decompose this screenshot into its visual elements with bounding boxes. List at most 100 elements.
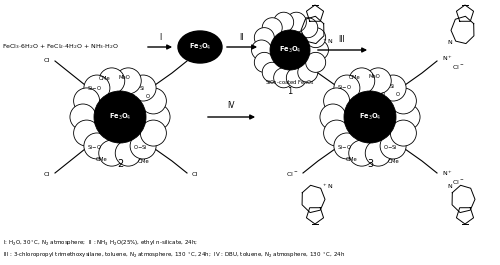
Circle shape (298, 62, 318, 82)
Circle shape (334, 75, 360, 101)
Circle shape (380, 133, 406, 159)
Text: O: O (360, 92, 364, 98)
Circle shape (254, 28, 274, 48)
Circle shape (140, 120, 166, 146)
Text: I: H$_2$O, 30$^\circ$C, N$_2$ atmosphere;  II : NH$_3$ H$_2$O(25%), ethyl n-sili: I: H$_2$O, 30$^\circ$C, N$_2$ atmosphere… (3, 238, 198, 248)
Circle shape (262, 18, 282, 38)
Circle shape (130, 75, 156, 101)
Text: OMe: OMe (388, 159, 400, 164)
Text: O: O (110, 92, 114, 98)
Circle shape (274, 68, 293, 88)
Text: Cl: Cl (192, 56, 198, 61)
Text: IV: IV (227, 101, 235, 110)
Circle shape (70, 104, 96, 130)
Text: Si$-$O: Si$-$O (337, 143, 352, 151)
Text: O$-$Si: O$-$Si (133, 143, 148, 151)
Circle shape (349, 140, 375, 166)
Circle shape (286, 68, 306, 88)
Text: OMe: OMe (96, 157, 108, 162)
Circle shape (270, 30, 310, 70)
Text: Si: Si (390, 85, 395, 90)
Text: $^+$N: $^+$N (322, 38, 334, 46)
Text: III: III (338, 35, 345, 44)
Text: Si$-$O: Si$-$O (87, 143, 102, 151)
Text: Fe$_3$O$_4$: Fe$_3$O$_4$ (358, 112, 382, 122)
Text: Cl: Cl (192, 171, 198, 176)
Circle shape (390, 88, 416, 114)
Circle shape (252, 40, 272, 60)
Circle shape (324, 120, 349, 146)
Text: 2: 2 (117, 159, 123, 169)
Text: Cl: Cl (44, 58, 50, 63)
Text: O: O (396, 92, 400, 98)
Text: Cl: Cl (44, 171, 50, 176)
Circle shape (254, 52, 274, 72)
Circle shape (144, 104, 170, 130)
Text: OMe: OMe (99, 76, 111, 81)
Text: O: O (374, 136, 378, 142)
Text: $^+$N: $^+$N (322, 183, 334, 191)
Circle shape (344, 91, 396, 143)
Text: Fe$_3$O$_4$: Fe$_3$O$_4$ (278, 45, 301, 55)
Circle shape (74, 88, 100, 114)
Circle shape (306, 52, 326, 72)
Text: Si$-$O: Si$-$O (337, 83, 352, 91)
Text: O: O (121, 136, 125, 142)
Circle shape (115, 68, 141, 94)
Circle shape (334, 133, 360, 159)
Circle shape (349, 68, 375, 94)
Text: FeCl$_3$·6H$_2$O + FeCl$_2$·4H$_2$O + NH$_3$·H$_2$O: FeCl$_3$·6H$_2$O + FeCl$_2$·4H$_2$O + NH… (2, 43, 119, 51)
Text: I: I (159, 33, 161, 42)
Circle shape (380, 75, 406, 101)
Text: O: O (110, 136, 114, 142)
Text: O$-$Si: O$-$Si (383, 143, 398, 151)
Circle shape (84, 133, 110, 159)
Circle shape (84, 75, 110, 101)
Text: SiO$_2$-coated Fe$_3$O$_4$: SiO$_2$-coated Fe$_3$O$_4$ (265, 78, 315, 87)
Text: Cl$^-$: Cl$^-$ (452, 63, 464, 71)
Circle shape (306, 28, 326, 48)
Circle shape (320, 104, 346, 130)
Circle shape (140, 88, 166, 114)
Text: Si$-$O: Si$-$O (87, 84, 102, 92)
Text: N$^+$: N$^+$ (442, 55, 453, 63)
Text: Cl$^-$: Cl$^-$ (452, 178, 464, 186)
Circle shape (286, 12, 306, 32)
Circle shape (115, 140, 141, 166)
Circle shape (274, 12, 293, 32)
Circle shape (99, 140, 125, 166)
Text: III : 3-chloropropyl trimethoxysilane, toluene, N$_2$ atmosphere, 130 $^\circ$C,: III : 3-chloropropyl trimethoxysilane, t… (3, 250, 345, 260)
Circle shape (99, 68, 125, 94)
Circle shape (74, 120, 100, 146)
Circle shape (262, 62, 282, 82)
Text: N: N (448, 184, 452, 189)
Text: II: II (240, 33, 244, 42)
Circle shape (130, 133, 156, 159)
Circle shape (365, 140, 391, 166)
Circle shape (308, 40, 328, 60)
Text: OMe: OMe (349, 75, 361, 80)
Text: OMe: OMe (346, 157, 358, 162)
Text: Fe$_3$O$_4$: Fe$_3$O$_4$ (108, 112, 132, 122)
Text: Si: Si (140, 86, 145, 91)
Text: O: O (360, 136, 364, 142)
Circle shape (365, 68, 391, 94)
Text: O: O (146, 94, 150, 99)
Text: Fe$_3$O$_4$: Fe$_3$O$_4$ (188, 42, 212, 52)
Circle shape (394, 104, 420, 130)
Text: N$^+$: N$^+$ (442, 170, 453, 178)
Ellipse shape (178, 31, 222, 63)
Circle shape (324, 88, 349, 114)
Circle shape (390, 120, 416, 146)
Text: OMe: OMe (138, 159, 150, 164)
Text: O: O (131, 94, 135, 99)
Text: Cl$^-$: Cl$^-$ (286, 56, 298, 64)
Text: O: O (381, 92, 385, 98)
Text: N: N (448, 39, 452, 45)
Text: 1: 1 (288, 87, 292, 96)
Text: 3: 3 (367, 159, 373, 169)
Circle shape (298, 18, 318, 38)
Text: MeO: MeO (118, 75, 130, 80)
Text: Cl$^-$: Cl$^-$ (286, 170, 298, 178)
Text: MeO: MeO (368, 74, 380, 79)
